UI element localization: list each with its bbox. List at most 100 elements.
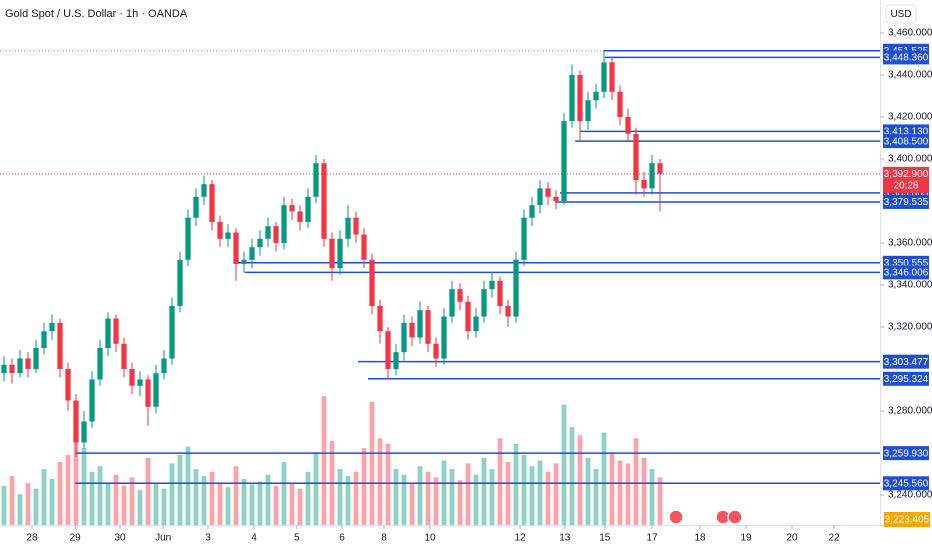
y-tick-label: 3,420.000 <box>888 112 932 123</box>
volume-bar <box>609 452 615 525</box>
candle-body <box>513 259 519 317</box>
volume <box>1 396 663 525</box>
x-tick-label: 12 <box>514 533 526 544</box>
candle-body <box>225 232 231 239</box>
x-tick-label: 22 <box>828 533 840 544</box>
currency-label[interactable]: USD <box>890 9 911 20</box>
volume-bar <box>577 435 583 525</box>
volume-bar <box>473 474 479 525</box>
candle-body <box>241 259 247 264</box>
candle-body <box>289 205 295 212</box>
volume-bar <box>377 438 383 525</box>
level-label: 3,303.477 <box>884 357 929 368</box>
volume-bar <box>489 469 495 525</box>
level-label: 3,413.130 <box>884 127 929 138</box>
level-label: 3,383.865 <box>884 188 929 199</box>
y-tick-label: 3,240.000 <box>888 490 932 501</box>
volume-bar <box>33 488 39 525</box>
level-badge <box>883 50 929 65</box>
volume-bar <box>385 443 391 525</box>
candle-body <box>153 373 159 407</box>
volume-bar <box>177 455 183 525</box>
candle-body <box>361 234 367 260</box>
volume-bar <box>569 427 575 525</box>
candle-body <box>641 179 647 189</box>
volume-bar <box>401 474 407 525</box>
volume-bar <box>41 469 47 525</box>
candle-body <box>585 100 591 122</box>
volume-bar <box>225 487 231 525</box>
candle-body <box>353 217 359 235</box>
volume-bar <box>49 478 55 525</box>
volume-bar <box>249 484 255 525</box>
volume-bar <box>425 471 431 525</box>
volume-bar <box>105 483 111 525</box>
candle-body <box>537 188 543 206</box>
volume-bar <box>553 463 559 525</box>
candle-body <box>449 289 455 317</box>
currency-button[interactable] <box>885 4 917 24</box>
y-tick-label: 3,280.000 <box>888 406 932 417</box>
candle-body <box>73 400 79 443</box>
candle-body <box>41 331 47 348</box>
volume-bar <box>185 446 191 525</box>
candle-body <box>609 62 615 92</box>
event-flag[interactable] <box>727 509 743 525</box>
candle-body <box>113 318 119 344</box>
candle-body <box>417 310 423 338</box>
volume-bar <box>89 471 95 525</box>
x-tick-label: 6 <box>339 533 345 544</box>
candle-body <box>137 379 143 386</box>
volume-bar <box>537 460 543 525</box>
y-tick-label: 3,340.000 <box>888 280 932 291</box>
event-flag[interactable] <box>668 509 684 525</box>
level-badge <box>883 134 929 149</box>
level-label: 3,448.360 <box>884 53 929 64</box>
x-tick-label: 10 <box>424 533 436 544</box>
volume-bar <box>217 483 223 525</box>
volume-bar <box>481 457 487 525</box>
volume-bar <box>633 438 639 525</box>
level-badge <box>883 446 929 461</box>
last-price-label: 3,392.900 <box>884 169 929 180</box>
candle-body <box>497 280 503 306</box>
candle-body <box>297 211 303 222</box>
candle-body <box>625 116 631 134</box>
volume-bar <box>441 460 447 525</box>
candle-body <box>313 163 319 197</box>
volume-bar <box>65 455 71 525</box>
volume-bar <box>137 490 143 525</box>
x-tick-label: 8 <box>381 533 387 544</box>
x-tick-label: 4 <box>251 533 257 544</box>
candle-body <box>633 133 639 180</box>
candle-body <box>201 184 207 197</box>
volume-bar <box>409 483 415 525</box>
volume-bar <box>241 478 247 525</box>
volume-bar <box>153 483 159 525</box>
candle-body <box>441 316 447 359</box>
volume-bar <box>321 396 327 525</box>
candle-body <box>457 289 463 302</box>
candle-body <box>489 280 495 290</box>
candle-body <box>545 188 551 197</box>
bottom-price-label: 3,223.405 <box>885 515 930 526</box>
volume-bar <box>1 485 7 525</box>
volume-bar <box>81 448 87 525</box>
volume-bar <box>529 466 535 525</box>
level-label: 3,259.930 <box>884 448 929 459</box>
volume-bar <box>145 457 151 525</box>
candle-body <box>409 322 415 338</box>
level-badge <box>883 371 929 386</box>
volume-bar <box>457 480 463 525</box>
candle-body <box>561 121 567 201</box>
candle-body <box>593 91 599 101</box>
x-tick-label: 5 <box>294 533 300 544</box>
volume-bar <box>393 469 399 525</box>
volume-bar <box>281 462 287 525</box>
x-tick-label: 15 <box>599 533 611 544</box>
volume-bar <box>121 485 127 525</box>
volume-bar <box>353 471 359 525</box>
volume-bar <box>273 485 279 525</box>
candle-body <box>249 247 255 260</box>
volume-bar <box>561 404 567 525</box>
